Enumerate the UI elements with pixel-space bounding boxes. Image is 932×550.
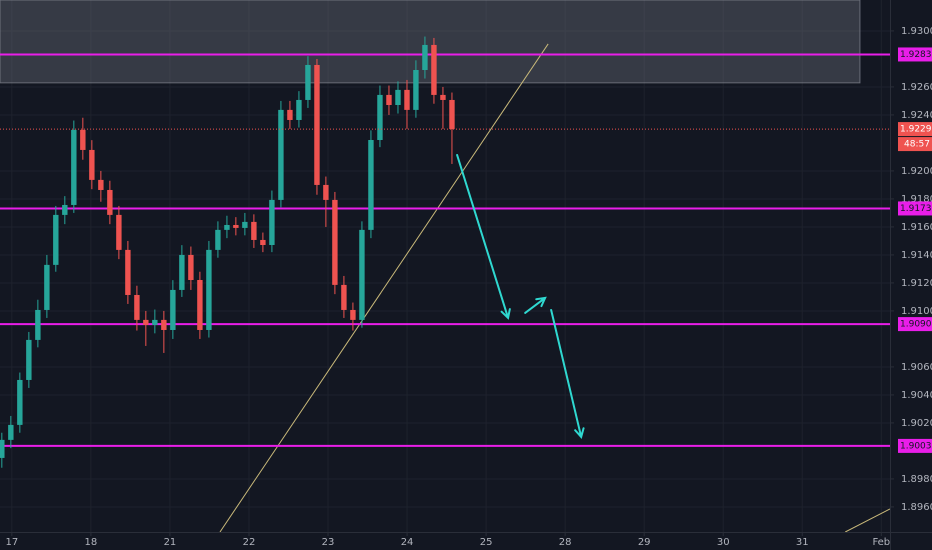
last-price-label: 1.92299	[900, 125, 932, 135]
candle-body	[431, 44, 437, 95]
axes: 1.89600 1.89800 1.90200 1.90400 1.90600 1.910…	[5, 26, 932, 548]
candle-body	[170, 289, 176, 330]
candle-body	[8, 424, 14, 440]
countdown-box	[898, 137, 932, 152]
zone	[0, 0, 861, 84]
candle-body	[260, 239, 266, 245]
level-label: 1.91732	[900, 204, 932, 214]
y-tick-label: 1.92400	[901, 110, 932, 121]
candle-body	[233, 224, 239, 228]
y-tick-label: 1.92600	[901, 82, 932, 93]
candle-body	[359, 229, 365, 320]
candle-body	[44, 264, 50, 310]
x-tick-label: 30	[717, 537, 730, 548]
candle-body	[269, 199, 275, 245]
arrow	[550, 308, 585, 439]
candle-body	[134, 294, 140, 320]
candle-body	[143, 319, 149, 325]
candle-body	[125, 249, 131, 295]
y-tick-label: 1.91400	[901, 250, 932, 261]
candle-body	[53, 214, 59, 265]
candle-body	[287, 109, 293, 120]
level-label-box	[898, 317, 932, 332]
x-tick-label: 29	[638, 537, 651, 548]
countdown-label: 48:57	[904, 140, 930, 150]
x-tick-label: 18	[85, 537, 98, 548]
candle-body	[71, 129, 77, 205]
y-tick-label: 1.92000	[901, 166, 932, 177]
last-price-box	[898, 122, 932, 137]
arrow	[456, 153, 511, 320]
y-tick-label: 1.91600	[901, 222, 932, 233]
x-tick-label: 31	[796, 537, 809, 548]
candle-body	[107, 189, 113, 215]
level-label: 1.90906	[900, 320, 932, 330]
candle-body	[206, 249, 212, 330]
x-tick-label: 28	[559, 537, 572, 548]
x-tick-label: 24	[401, 537, 414, 548]
level-label: 1.92832	[900, 50, 932, 60]
candle-body	[0, 439, 5, 458]
candle-body	[251, 221, 257, 240]
y-tick-label: 1.90400	[901, 390, 932, 401]
candle-body	[305, 64, 311, 100]
y-tick-label: 1.91000	[901, 306, 932, 317]
candle-body	[89, 149, 95, 180]
y-tick-label: 1.90600	[901, 362, 932, 373]
trend-line	[219, 43, 549, 532]
candle-body	[62, 204, 68, 215]
y-tick-label: 1.93000	[901, 26, 932, 37]
arrow	[524, 296, 547, 314]
candle-body	[17, 379, 23, 425]
y-tick-label: 1.91800	[901, 194, 932, 205]
y-tick-label: 1.91200	[901, 278, 932, 289]
candle-body	[161, 319, 167, 330]
trend-line	[845, 508, 890, 532]
candle-body	[341, 284, 347, 310]
candle-body	[449, 99, 455, 130]
level-label-box	[898, 438, 932, 453]
candle-body	[377, 94, 383, 140]
level-label-box	[898, 201, 932, 216]
candle-body	[80, 129, 86, 150]
level-label-box	[898, 47, 932, 62]
candle-body	[404, 89, 410, 110]
candle-body	[413, 70, 419, 110]
x-tick-label: 17	[5, 537, 18, 548]
x-tick-label: Feb	[872, 537, 890, 548]
x-tick-label: 23	[322, 537, 335, 548]
y-tick-label: 1.89800	[901, 474, 932, 485]
candle-body	[179, 254, 185, 290]
y-tick-label: 1.89600	[901, 502, 932, 513]
candle-body	[116, 214, 122, 250]
candle-body	[332, 199, 338, 285]
candle-body	[314, 64, 320, 185]
x-tick-label: 25	[480, 537, 493, 548]
candle-body	[368, 140, 374, 230]
candle-body	[197, 280, 203, 330]
candle-body	[35, 309, 41, 340]
candle-body	[395, 89, 401, 105]
candle-body	[278, 109, 284, 200]
level-label: 1.90036	[900, 441, 932, 451]
candle-body	[386, 94, 392, 105]
candle-body	[152, 319, 158, 325]
candle-body	[98, 179, 104, 190]
y-tick-label: 1.90200	[901, 418, 932, 429]
candle-body	[323, 184, 329, 200]
candle-body	[440, 94, 446, 100]
candle-body	[296, 99, 302, 120]
candle-body	[188, 254, 194, 280]
candle-body	[350, 309, 356, 320]
x-tick-label: 22	[243, 537, 256, 548]
plot-area	[0, 0, 890, 532]
candle-body	[215, 229, 221, 250]
candle-body	[422, 44, 428, 70]
candle-body	[26, 339, 32, 380]
x-tick-label: 21	[164, 537, 177, 548]
candle-body	[224, 224, 230, 230]
candle-body	[242, 221, 248, 228]
